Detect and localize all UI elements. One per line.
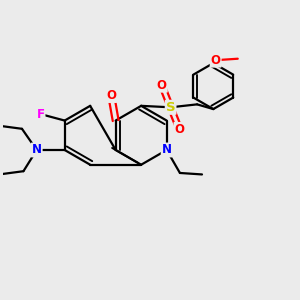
Text: N: N — [32, 143, 42, 157]
Text: O: O — [106, 89, 116, 102]
Text: S: S — [166, 101, 175, 114]
Text: F: F — [37, 108, 44, 121]
Text: O: O — [211, 54, 221, 67]
Text: O: O — [174, 123, 184, 136]
Text: N: N — [162, 143, 172, 157]
Text: O: O — [157, 79, 167, 92]
